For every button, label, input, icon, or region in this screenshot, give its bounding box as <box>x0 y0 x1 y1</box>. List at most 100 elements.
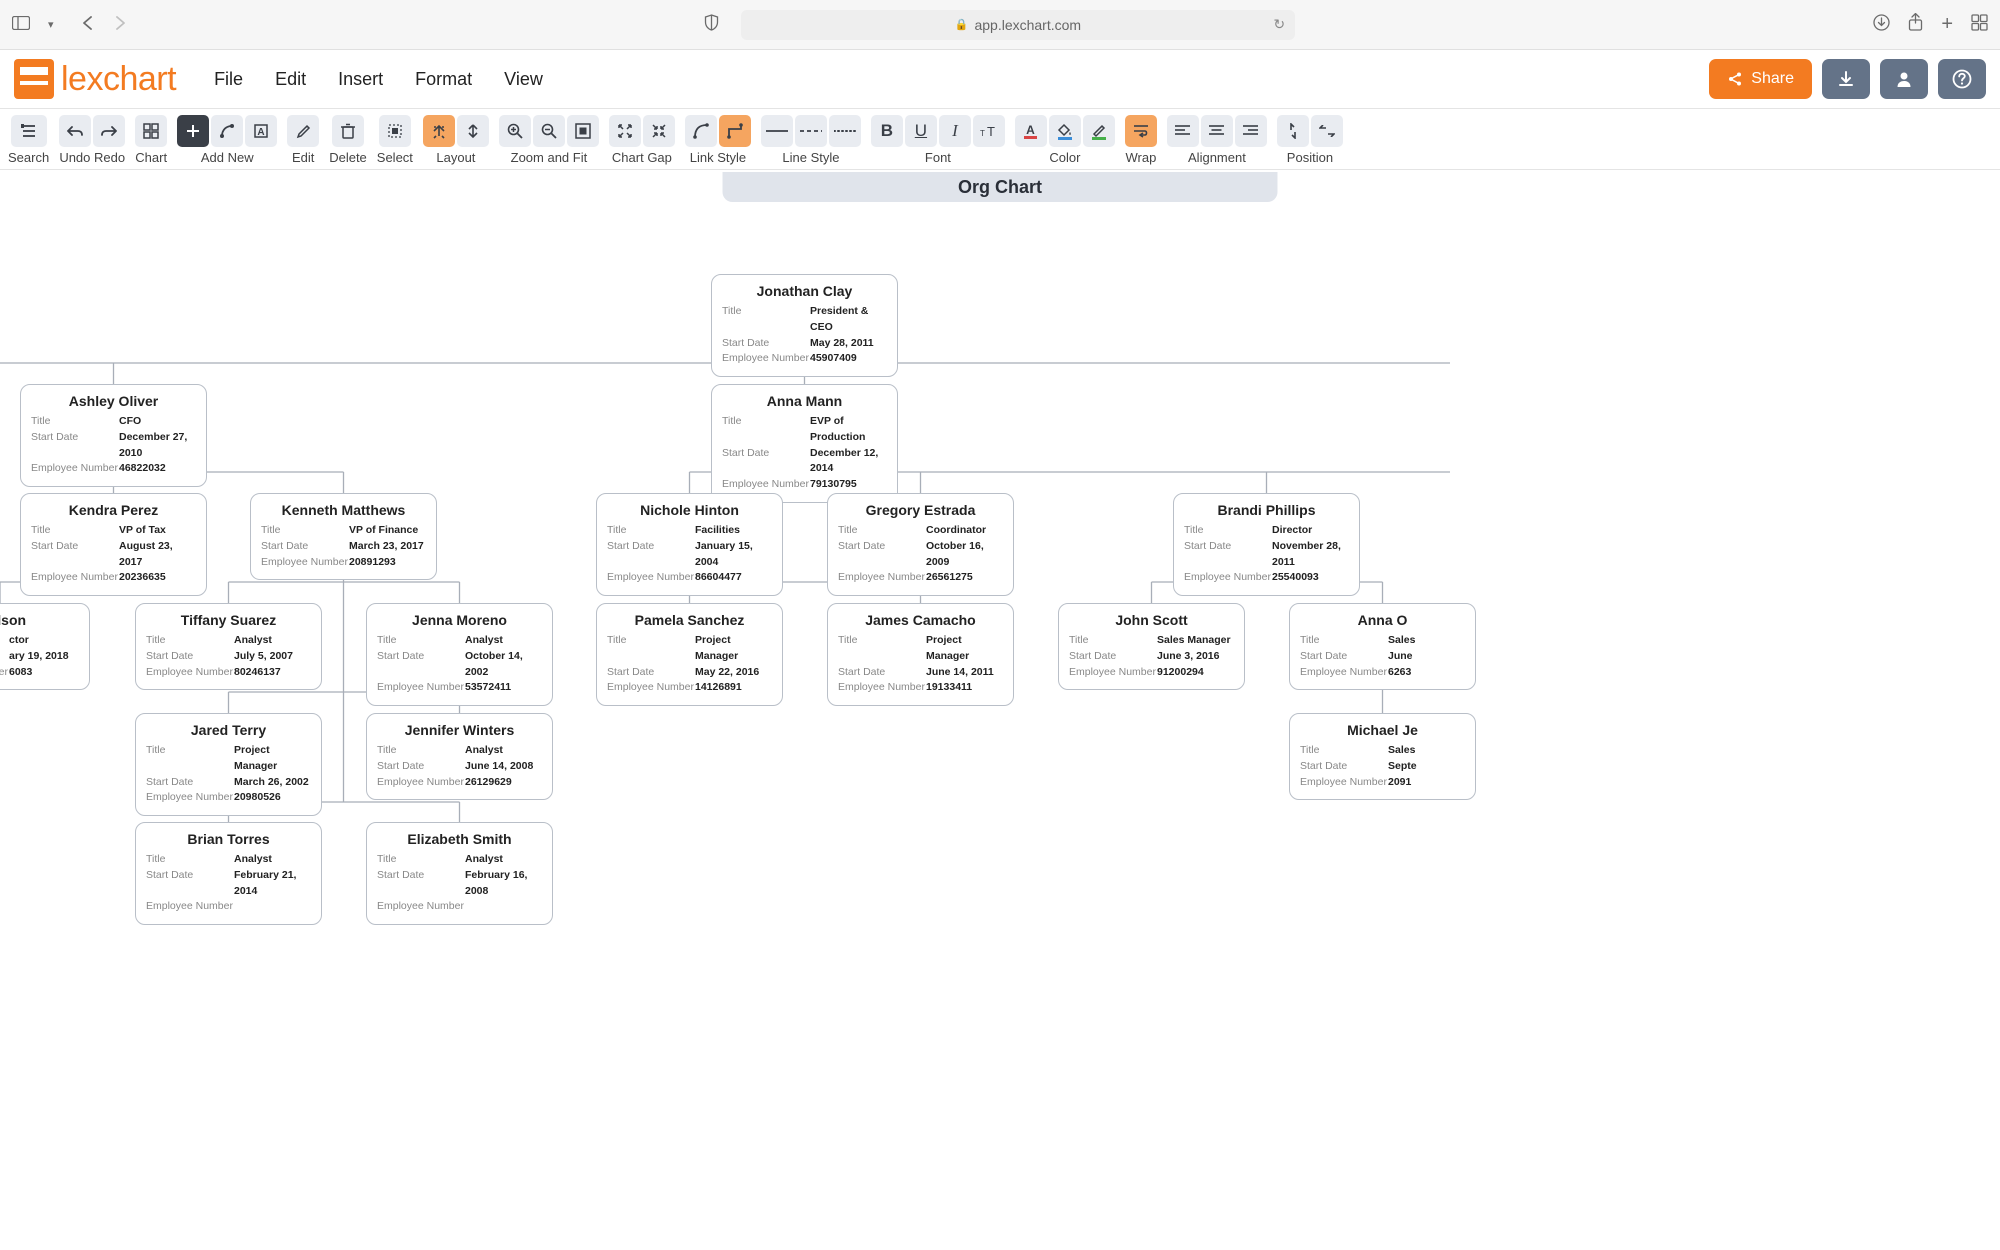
org-node[interactable]: Pamela SanchezTitleProject ManagerStart … <box>596 603 783 706</box>
org-node[interactable]: Michael JeTitleSalesStart DateSepteEmplo… <box>1289 713 1476 800</box>
menu-edit[interactable]: Edit <box>275 69 306 90</box>
fit-button[interactable] <box>567 115 599 147</box>
chart-button[interactable] <box>135 115 167 147</box>
node-name: Pamela Sanchez <box>607 612 772 628</box>
org-node[interactable]: John ScottTitleSales ManagerStart DateJu… <box>1058 603 1245 690</box>
org-node[interactable]: Jenna MorenoTitleAnalystStart DateOctobe… <box>366 603 553 706</box>
bold-button[interactable]: B <box>871 115 903 147</box>
org-node[interactable]: HudsonTitlectorStart Dateary 19, 2018Emp… <box>0 603 90 690</box>
auto-layout-button[interactable] <box>423 115 455 147</box>
align-right-button[interactable] <box>1235 115 1267 147</box>
node-num-value: 2091 <box>1388 775 1411 791</box>
wrap-button[interactable] <box>1125 115 1157 147</box>
forward-icon[interactable] <box>114 15 126 35</box>
delete-label: Delete <box>329 150 367 165</box>
search-button[interactable] <box>11 115 47 147</box>
gap-expand-button[interactable] <box>609 115 641 147</box>
gap-collapse-button[interactable] <box>643 115 675 147</box>
select-button[interactable] <box>379 115 411 147</box>
add-node-button[interactable] <box>177 115 209 147</box>
tabs-icon[interactable] <box>1971 14 1988 36</box>
org-node[interactable]: Ashley OliverTitleCFOStart DateDecember … <box>20 384 207 487</box>
menu-insert[interactable]: Insert <box>338 69 383 90</box>
fill-color-button[interactable] <box>1049 115 1081 147</box>
plus-icon[interactable]: + <box>1941 13 1953 36</box>
org-node[interactable]: Brandi PhillipsTitleDirectorStart DateNo… <box>1173 493 1360 596</box>
url-bar[interactable]: 🔒 app.lexchart.com ↻ <box>741 10 1295 40</box>
org-node[interactable]: Kendra PerezTitleVP of TaxStart DateAugu… <box>20 493 207 596</box>
tool-group-edit: Edit <box>287 115 319 165</box>
menu-file[interactable]: File <box>214 69 243 90</box>
logo[interactable]: lexchart <box>14 59 176 99</box>
node-title-label: Title <box>377 852 465 868</box>
position-v-button[interactable] <box>1277 115 1309 147</box>
org-node[interactable]: Jared TerryTitleProject ManagerStart Dat… <box>135 713 322 816</box>
reload-icon[interactable]: ↻ <box>1273 16 1285 33</box>
manual-layout-button[interactable] <box>457 115 489 147</box>
border-color-button[interactable] <box>1083 115 1115 147</box>
chevron-down-icon[interactable]: ▾ <box>48 18 54 31</box>
org-node[interactable]: Anna MannTitleEVP of ProductionStart Dat… <box>711 384 898 503</box>
org-node[interactable]: Jennifer WintersTitleAnalystStart DateJu… <box>366 713 553 800</box>
share-icon[interactable] <box>1908 13 1923 36</box>
org-node[interactable]: Nichole HintonTitleFacilitiesStart DateJ… <box>596 493 783 596</box>
zoom-in-button[interactable] <box>499 115 531 147</box>
text-color-button[interactable]: A <box>1015 115 1047 147</box>
add-text-button[interactable]: A <box>245 115 277 147</box>
shield-icon[interactable] <box>704 14 719 36</box>
share-button[interactable]: Share <box>1709 59 1812 99</box>
link-curved-button[interactable] <box>685 115 717 147</box>
color-label: Color <box>1049 150 1080 165</box>
org-node[interactable]: Anna OTitleSalesStart DateJuneEmployee N… <box>1289 603 1476 690</box>
node-title-value: ctor <box>9 633 29 649</box>
node-num-label: Employee Number <box>838 570 926 586</box>
node-name: Gregory Estrada <box>838 502 1003 518</box>
node-date-label: Start Date <box>146 868 234 900</box>
italic-button[interactable]: I <box>939 115 971 147</box>
back-icon[interactable] <box>82 15 94 35</box>
node-num-label: Employee Number <box>377 775 465 791</box>
org-node[interactable]: James CamachoTitleProject ManagerStart D… <box>827 603 1014 706</box>
sidebar-toggle-icon[interactable] <box>12 15 30 35</box>
org-node[interactable]: Jonathan ClayTitlePresident & CEOStart D… <box>711 274 898 377</box>
menu-format[interactable]: Format <box>415 69 472 90</box>
tool-group-chart: Chart <box>135 115 167 165</box>
search-label: Search <box>8 150 49 165</box>
org-chart-canvas[interactable]: Jonathan ClayTitlePresident & CEOStart D… <box>0 200 2000 1250</box>
edit-button[interactable] <box>287 115 319 147</box>
underline-button[interactable]: U <box>905 115 937 147</box>
tool-group-color: A Color <box>1015 115 1115 165</box>
menu-view[interactable]: View <box>504 69 543 90</box>
org-node[interactable]: Kenneth MatthewsTitleVP of FinanceStart … <box>250 493 437 580</box>
download-button[interactable] <box>1822 59 1870 99</box>
font-label: Font <box>925 150 951 165</box>
undo-button[interactable] <box>59 115 91 147</box>
node-num-label: Employee Number <box>146 899 234 915</box>
chart-title[interactable]: Org Chart <box>723 172 1278 202</box>
node-date-label: Start Date <box>607 665 695 681</box>
help-button[interactable] <box>1938 59 1986 99</box>
add-link-button[interactable] <box>211 115 243 147</box>
org-node[interactable]: Brian TorresTitleAnalystStart DateFebrua… <box>135 822 322 925</box>
link-ortho-button[interactable] <box>719 115 751 147</box>
node-title-label: Title <box>146 633 234 649</box>
node-num-value: 14126891 <box>695 680 742 696</box>
align-center-button[interactable] <box>1201 115 1233 147</box>
align-left-button[interactable] <box>1167 115 1199 147</box>
zoom-out-button[interactable] <box>533 115 565 147</box>
download-icon[interactable] <box>1873 14 1890 36</box>
delete-button[interactable] <box>332 115 364 147</box>
redo-button[interactable] <box>93 115 125 147</box>
font-size-button[interactable]: TT <box>973 115 1005 147</box>
line-solid-button[interactable] <box>761 115 793 147</box>
line-dashed-button[interactable] <box>795 115 827 147</box>
node-num-value: 25540093 <box>1272 570 1319 586</box>
org-node[interactable]: Elizabeth SmithTitleAnalystStart DateFeb… <box>366 822 553 925</box>
account-button[interactable] <box>1880 59 1928 99</box>
menu-bar: File Edit Insert Format View <box>214 69 543 90</box>
line-dotted-button[interactable] <box>829 115 861 147</box>
position-h-button[interactable] <box>1311 115 1343 147</box>
org-node[interactable]: Gregory EstradaTitleCoordinatorStart Dat… <box>827 493 1014 596</box>
org-node[interactable]: Tiffany SuarezTitleAnalystStart DateJuly… <box>135 603 322 690</box>
node-num-value: 6263 <box>1388 665 1411 681</box>
